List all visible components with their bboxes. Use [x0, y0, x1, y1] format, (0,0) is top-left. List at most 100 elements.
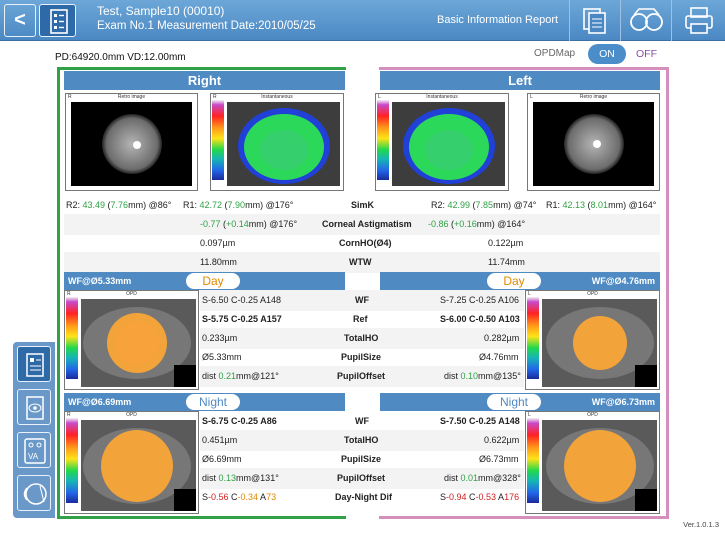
- eye-section-report-button[interactable]: [17, 475, 51, 511]
- va-report-button[interactable]: VA: [17, 432, 51, 468]
- image-eye-letter: L: [528, 291, 531, 297]
- left-day-pupilsize: Ø4.76mm: [479, 352, 519, 362]
- left-astigmatism: -0.86 (+0.16mm) @164°: [428, 219, 526, 229]
- right-night-wf: S-6.75 C-0.25 A86: [202, 416, 277, 426]
- eye-section-icon: [23, 483, 47, 505]
- night-totalho-row: 0.451µm TotalHO 0.622µm: [200, 430, 524, 451]
- report-sidebar: VA: [13, 342, 55, 518]
- eye-image-report-button[interactable]: [17, 389, 51, 425]
- day-night-dif-row: S-0.56 C-0.34 A73 Day-Night Dif S-0.94 C…: [200, 487, 524, 508]
- print-button[interactable]: [671, 0, 725, 41]
- pupil-thumbnail: [174, 365, 196, 387]
- day-pupiloffset-row: dist 0.21mm@121° PupilOffset dist 0.10mm…: [200, 366, 524, 387]
- instantaneous-view: [227, 102, 340, 186]
- pupilsize-label: PupilSize: [341, 352, 382, 362]
- color-scale: [527, 297, 539, 379]
- astigmatism-label: Corneal Astigmatism: [322, 219, 412, 229]
- left-night-totalho: 0.622µm: [484, 435, 520, 445]
- corneal-astigmatism-row: -0.77 (+0.14mm) @176° Corneal Astigmatis…: [64, 214, 660, 235]
- retro-image-view: [533, 102, 654, 186]
- day-night-dif-label: Day-Night Dif: [335, 492, 392, 502]
- image-eye-letter: L: [530, 94, 533, 100]
- left-night-opd-map[interactable]: L OPD: [525, 411, 660, 514]
- right-instantaneous-map[interactable]: R Instantaneous: [210, 93, 344, 191]
- left-day-pill: Day: [487, 273, 541, 289]
- ref-label: Ref: [353, 314, 368, 324]
- right-day-night-dif: S-0.56 C-0.34 A73: [202, 492, 277, 502]
- retro-image-view: [71, 102, 192, 186]
- right-eye-header: Right: [64, 71, 345, 90]
- image-eye-letter: L: [528, 412, 531, 418]
- pupiloffset-label: PupilOffset: [337, 473, 386, 483]
- right-r1-value: R1: 42.72 (7.90mm) @176°: [183, 200, 294, 210]
- night-pupiloffset-row: dist 0.13mm@131° PupilOffset dist 0.01mm…: [200, 468, 524, 489]
- right-night-pupilsize: Ø6.69mm: [202, 454, 242, 464]
- right-retro-image[interactable]: R Retro image: [65, 93, 198, 191]
- right-day-opd-map[interactable]: R OPD: [64, 290, 199, 390]
- night-wf-row: S-6.75 C-0.25 A86 WF S-7.50 C-0.25 A148: [200, 411, 524, 432]
- totalho-label: TotalHO: [344, 435, 379, 445]
- left-r1-value: R1: 42.13 (8.01mm) @164°: [546, 200, 657, 210]
- patient-doc-icon: [50, 9, 68, 34]
- left-eye-header: Left: [380, 71, 660, 90]
- image-title: OPD: [587, 412, 598, 418]
- printer-icon: [685, 7, 713, 34]
- left-instantaneous-map[interactable]: L Instantaneous: [375, 93, 509, 191]
- right-night-pill: Night: [186, 394, 240, 410]
- left-day-totalho: 0.282µm: [484, 333, 520, 343]
- image-title: OPD: [126, 412, 137, 418]
- print-preview-button[interactable]: [569, 0, 620, 41]
- color-scale: [66, 297, 78, 379]
- left-ref: S-6.00 C-0.50 A103: [440, 314, 520, 324]
- right-cornho: 0.097µm: [200, 238, 236, 248]
- left-night-pupiloffset: dist 0.01mm@328°: [444, 473, 521, 483]
- pupil-thumbnail: [174, 489, 196, 511]
- opdmap-on-toggle[interactable]: ON: [588, 44, 626, 64]
- left-day-opd-map[interactable]: L OPD: [525, 290, 660, 390]
- right-wtw: 11.80mm: [200, 257, 237, 267]
- cornho-row: 0.097µm CornHO(Ø4) 0.122µm: [64, 233, 660, 254]
- simk-label: SimK: [351, 200, 375, 210]
- left-eye-frame: [379, 67, 669, 519]
- wtw-row: 11.80mm WTW 11.74mm: [64, 252, 660, 273]
- image-title: OPD: [587, 291, 598, 297]
- image-title: Instantaneous: [426, 94, 458, 100]
- exam-title: Exam No.1 Measurement Date:2010/05/25: [97, 20, 316, 32]
- eye-image-icon: [26, 396, 44, 420]
- color-scale: [527, 418, 539, 503]
- svg-text:VA: VA: [28, 452, 39, 461]
- back-icon: <: [14, 9, 26, 31]
- right-night-opd-map[interactable]: R OPD: [64, 411, 199, 514]
- binocular-icon: [630, 8, 663, 31]
- wtw-label: WTW: [349, 257, 372, 267]
- image-title: OPD: [126, 291, 137, 297]
- day-ref-row: S-5.75 C-0.25 A157 Ref S-6.00 C-0.50 A10…: [200, 309, 524, 330]
- left-night-wf: S-7.50 C-0.25 A148: [440, 416, 520, 426]
- left-r2-value: R2: 42.99 (7.85mm) @74°: [431, 200, 537, 210]
- patient-doc-button[interactable]: [39, 4, 76, 37]
- back-button[interactable]: <: [4, 4, 36, 37]
- color-scale: [66, 418, 78, 503]
- right-day-wf: S-6.50 C-0.25 A148: [202, 295, 282, 305]
- opdmap-off-toggle[interactable]: OFF: [636, 48, 657, 60]
- pupil-thumbnail: [635, 489, 657, 511]
- totalho-label: TotalHO: [344, 333, 379, 343]
- left-retro-image[interactable]: L Retro image: [527, 93, 660, 191]
- right-astigmatism: -0.77 (+0.14mm) @176°: [200, 219, 298, 229]
- right-r2-value: R2: 43.49 (7.76mm) @86°: [66, 200, 172, 210]
- image-eye-letter: R: [67, 412, 71, 418]
- simk-row: R2: 43.49 (7.76mm) @86° R1: 42.72 (7.90m…: [64, 195, 660, 216]
- cornho-label: CornHO(Ø4): [339, 238, 392, 248]
- pd-vd-readout: PD:64920.0mm VD:12.00mm: [55, 52, 186, 63]
- right-day-pupilsize: Ø5.33mm: [202, 352, 242, 362]
- image-eye-letter: R: [68, 94, 72, 100]
- summary-icon: [26, 353, 44, 377]
- opdmap-label: OPDMap: [534, 48, 576, 59]
- day-totalho-row: 0.233µm TotalHO 0.282µm: [200, 328, 524, 349]
- right-night-pupiloffset: dist 0.13mm@131°: [202, 473, 279, 483]
- binocular-button[interactable]: [620, 0, 671, 41]
- day-opd-view: [542, 299, 657, 387]
- image-eye-letter: L: [378, 94, 381, 100]
- summary-report-button[interactable]: [17, 346, 51, 382]
- left-day-pupiloffset: dist 0.10mm@135°: [444, 371, 521, 381]
